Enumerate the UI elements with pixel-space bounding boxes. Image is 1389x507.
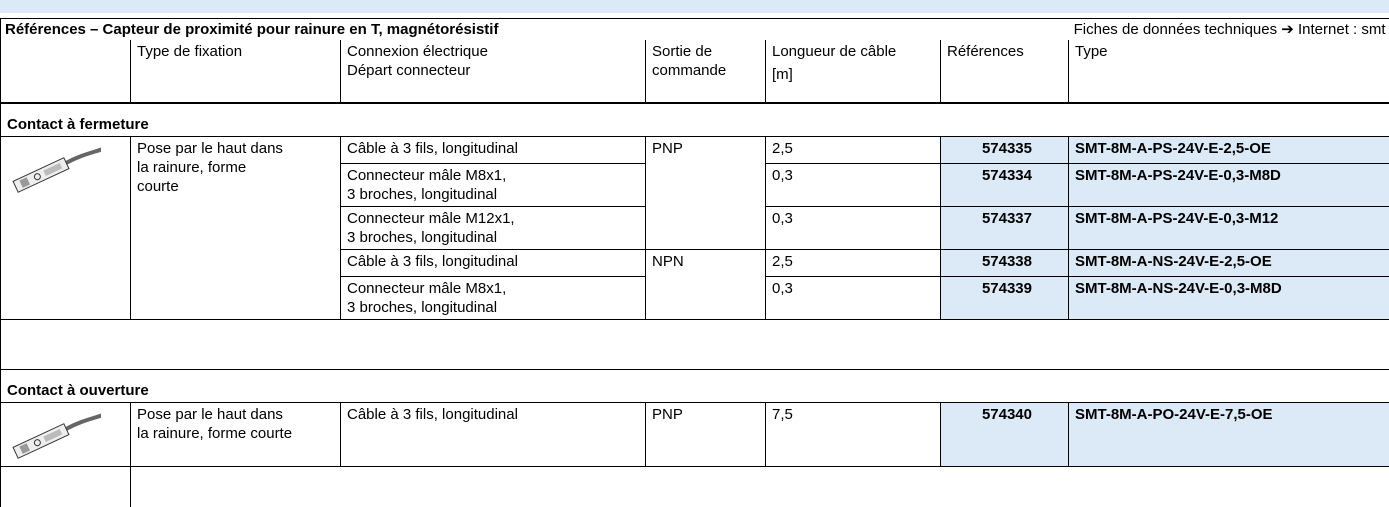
connexion-line: Connecteur mâle M12x1, xyxy=(347,209,639,228)
datasheet-link: Fiches de données techniques ➔ Internet … xyxy=(1074,20,1386,39)
empty-header xyxy=(1,40,131,103)
length-cell: 0,3 xyxy=(766,164,941,207)
spacer-row xyxy=(1,320,1389,370)
reference-cell: 574334 xyxy=(941,164,1069,207)
fixation-line: Pose par le haut dans xyxy=(137,139,334,158)
trailing-cell xyxy=(131,467,1389,507)
connexion-cell: Connecteur mâle M12x1,3 broches, longitu… xyxy=(341,207,646,250)
column-header-line: Type xyxy=(1075,42,1383,61)
fixation-line: la rainure, forme courte xyxy=(137,424,334,443)
sensor-icon xyxy=(11,145,101,195)
title-cell: Références – Capteur de proximité pour r… xyxy=(1,19,1389,41)
column-header-line: [m] xyxy=(772,65,934,84)
section-row: Contact à fermeture xyxy=(1,103,1389,137)
column-header-line: Longueur de câble xyxy=(772,42,934,61)
type-cell: SMT-8M-A-PO-24V-E-7,5-OE xyxy=(1069,403,1389,467)
connexion-line: Connecteur mâle M8x1, xyxy=(347,166,639,185)
column-header-line: Connexion électrique xyxy=(347,42,639,61)
connexion-cell: Câble à 3 fils, longitudinal xyxy=(341,250,646,277)
trailing-row xyxy=(1,467,1389,507)
connexion-cell: Connecteur mâle M8x1,3 broches, longitud… xyxy=(341,277,646,320)
connexion-line: 3 broches, longitudinal xyxy=(347,228,639,247)
length-cell: 7,5 xyxy=(766,403,941,467)
column-header-line: commande xyxy=(652,61,759,80)
image-cell xyxy=(1,403,131,467)
column-header-line: Références xyxy=(947,42,1062,61)
type-cell: SMT-8M-A-PS-24V-E-2,5-OE xyxy=(1069,137,1389,164)
connexion-line: Câble à 3 fils, longitudinal xyxy=(347,252,639,271)
connexion-line: 3 broches, longitudinal xyxy=(347,298,639,317)
reference-cell: 574335 xyxy=(941,137,1069,164)
length-cell: 2,5 xyxy=(766,250,941,277)
column-header: Type xyxy=(1069,40,1389,103)
type-cell: SMT-8M-A-PS-24V-E-0,3-M8D xyxy=(1069,164,1389,207)
column-header-line: Départ connecteur xyxy=(347,61,639,80)
fixation-line: Pose par le haut dans xyxy=(137,405,334,424)
reference-cell: 574340 xyxy=(941,403,1069,467)
output-cell: PNP xyxy=(646,403,766,467)
trailing-cell xyxy=(1,467,131,507)
sensor-icon xyxy=(11,411,101,461)
image-cell xyxy=(1,137,131,320)
reference-cell: 574339 xyxy=(941,277,1069,320)
top-band xyxy=(0,0,1389,13)
connexion-line: Connecteur mâle M8x1, xyxy=(347,279,639,298)
length-cell: 2,5 xyxy=(766,137,941,164)
column-header: Références xyxy=(941,40,1069,103)
connexion-line: 3 broches, longitudinal xyxy=(347,185,639,204)
reference-cell: 574337 xyxy=(941,207,1069,250)
table-title: Références – Capteur de proximité pour r… xyxy=(5,20,498,39)
length-cell: 0,3 xyxy=(766,277,941,320)
type-cell: SMT-8M-A-PS-24V-E-0,3-M12 xyxy=(1069,207,1389,250)
column-header: Longueur de câble [m] xyxy=(766,40,941,103)
page: Références – Capteur de proximité pour r… xyxy=(0,0,1389,477)
length-cell: 0,3 xyxy=(766,207,941,250)
connexion-cell: Connecteur mâle M8x1,3 broches, longitud… xyxy=(341,164,646,207)
title-bar: Références – Capteur de proximité pour r… xyxy=(5,20,1386,39)
fixation-line: la rainure, forme xyxy=(137,158,334,177)
connexion-cell: Câble à 3 fils, longitudinal xyxy=(341,403,646,467)
section-label: Contact à fermeture xyxy=(1,103,1389,137)
column-header: Type de fixation xyxy=(131,40,341,103)
output-cell: NPN xyxy=(646,250,766,320)
connexion-cell: Câble à 3 fils, longitudinal xyxy=(341,137,646,164)
type-cell: SMT-8M-A-NS-24V-E-2,5-OE xyxy=(1069,250,1389,277)
section-row: Contact à ouverture xyxy=(1,370,1389,403)
output-cell: PNP xyxy=(646,137,766,250)
column-header-line: Sortie de xyxy=(652,42,759,61)
type-cell: SMT-8M-A-NS-24V-E-0,3-M8D xyxy=(1069,277,1389,320)
fixation-line: courte xyxy=(137,177,334,196)
reference-table: Références – Capteur de proximité pour r… xyxy=(0,18,1389,507)
column-header-line: Type de fixation xyxy=(137,42,334,61)
title-row: Références – Capteur de proximité pour r… xyxy=(1,19,1389,41)
connexion-line: Câble à 3 fils, longitudinal xyxy=(347,139,639,158)
connexion-line: Câble à 3 fils, longitudinal xyxy=(347,405,639,424)
spacer-cell xyxy=(1,320,1389,370)
reference-cell: 574338 xyxy=(941,250,1069,277)
section-label: Contact à ouverture xyxy=(1,370,1389,403)
